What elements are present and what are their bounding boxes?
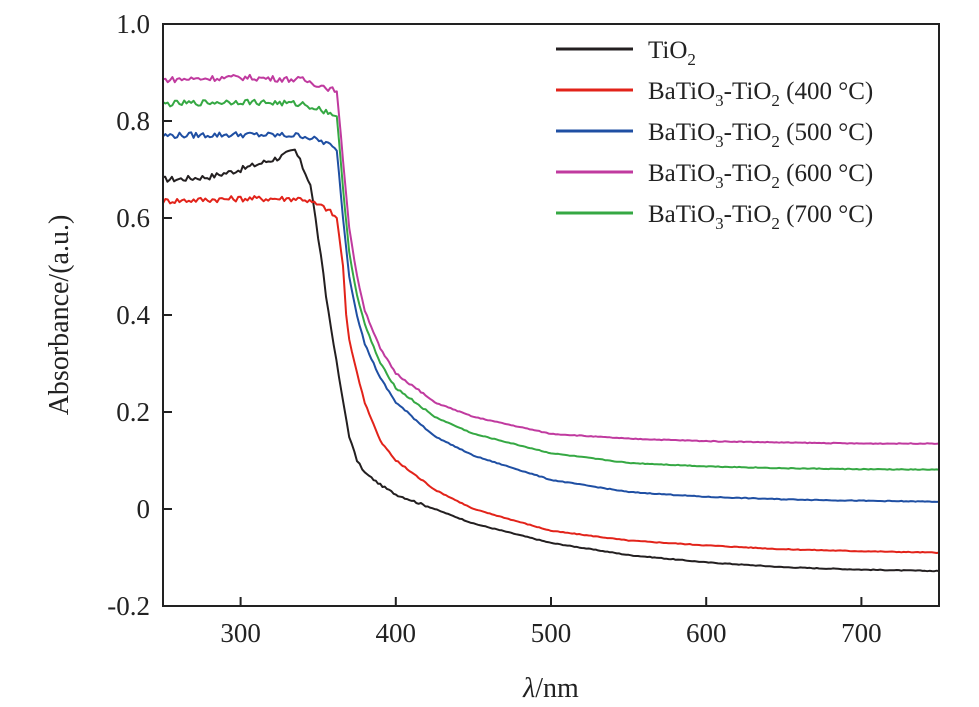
legend: TiO2 BaTiO3-TiO2 (400 °C) BaTiO3-TiO2 (500…: [556, 37, 873, 233]
y-tick-label: 0.6: [116, 203, 150, 233]
series-lines: [162, 73, 940, 573]
y-tick-label: 0.2: [116, 397, 150, 427]
legend-label: BaTiO3-TiO2 (500 °C): [648, 119, 873, 151]
plot-frame: [162, 23, 940, 607]
legend-label: TiO2: [648, 37, 696, 69]
y-axis-title: Absorbance/(a.u.): [44, 215, 75, 416]
legend-label: BaTiO3-TiO2 (700 °C): [648, 201, 873, 233]
y-tick-label: 0: [137, 494, 151, 524]
y-tick-label: 0.4: [116, 300, 150, 330]
x-axis-title-symbol: λ: [522, 673, 535, 704]
x-tick-label: 500: [531, 618, 572, 648]
series-line: [162, 98, 940, 471]
x-tick-label: 600: [686, 618, 727, 648]
series-line: [162, 73, 940, 445]
series-line: [162, 195, 940, 554]
x-tick-label: 300: [220, 618, 261, 648]
x-axis-title-unit: /nm: [535, 673, 579, 704]
y-tick-label: -0.2: [107, 591, 150, 621]
y-tick-label: 1.0: [116, 9, 150, 39]
series-line: [162, 148, 940, 573]
x-tick-label: 400: [376, 618, 417, 648]
x-axis-title: λ/nm: [522, 673, 579, 704]
y-tick-label: 0.8: [116, 106, 150, 136]
series-line: [162, 131, 940, 503]
legend-label: BaTiO3-TiO2 (400 °C): [648, 78, 873, 110]
x-tick-label: 700: [841, 618, 882, 648]
axis-tick-labels: 300 400 500 600 700 -0.2 0 0.2 0.4 0.6 0.8 1.0: [107, 9, 881, 648]
axis-ticks: [163, 23, 863, 607]
legend-label: BaTiO3-TiO2 (600 °C): [648, 160, 873, 192]
